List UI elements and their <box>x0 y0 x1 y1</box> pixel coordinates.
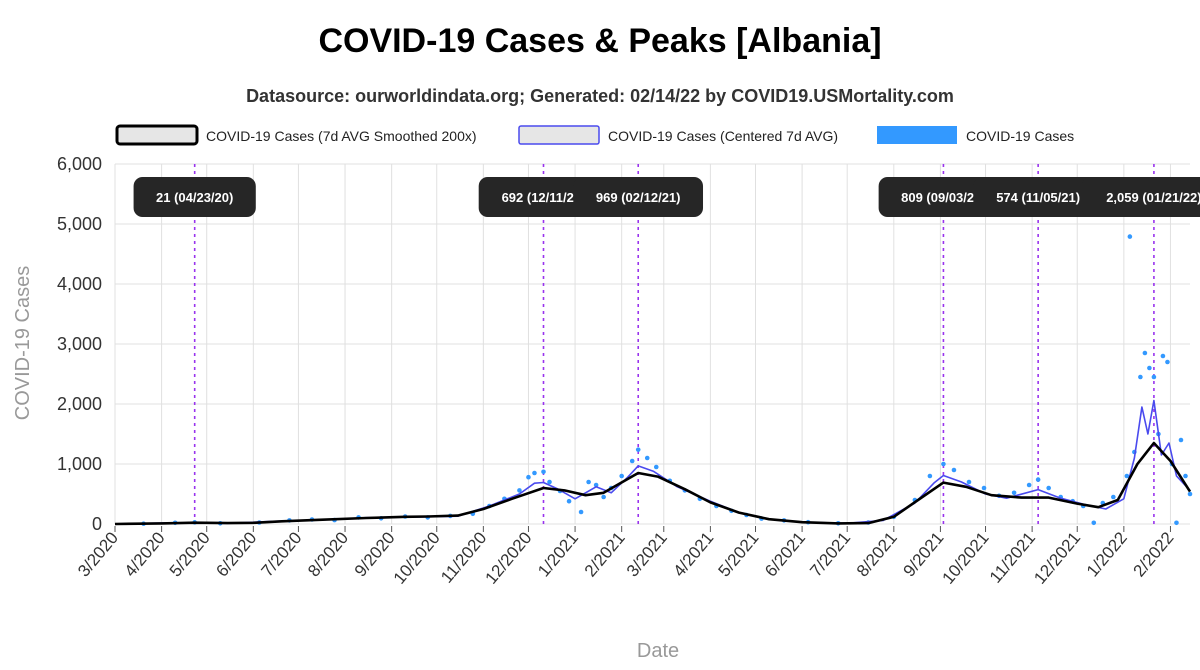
legend: COVID-19 Cases (7d AVG Smoothed 200x) CO… <box>115 124 1074 146</box>
cases-point <box>532 470 537 476</box>
cases-point <box>941 461 946 467</box>
cases-point <box>1026 482 1032 488</box>
cases-point <box>541 469 546 475</box>
peak-label-text: 809 (09/03/21) <box>901 190 986 205</box>
peak-label-text: 2,059 (01/21/22) <box>1106 190 1200 205</box>
cases-point <box>951 467 957 473</box>
legend-label-cases: COVID-19 Cases <box>966 128 1074 144</box>
y-tick-label: 5,000 <box>57 214 102 234</box>
cases-point <box>927 473 933 479</box>
cases-point <box>1165 359 1170 365</box>
peak-label-box <box>973 177 1103 217</box>
cases-point <box>547 479 552 485</box>
cases-point <box>566 498 572 504</box>
peak-label-text: 574 (11/05/21) <box>996 190 1080 205</box>
legend-swatch-cases <box>877 126 957 144</box>
x-tick-label: 6/2020 <box>212 528 260 580</box>
cases-point <box>1187 491 1193 497</box>
cases-point <box>1174 520 1179 526</box>
cases-point <box>517 488 522 493</box>
cases-point <box>1127 234 1133 239</box>
x-tick-label: 10/2021 <box>939 528 993 587</box>
x-tick-label: 5/2021 <box>715 528 763 580</box>
x-tick-label: 7/2020 <box>258 528 306 580</box>
legend-label-centered: COVID-19 Cases (Centered 7d AVG) <box>608 128 838 144</box>
x-tick-label: 1/2021 <box>534 528 582 580</box>
gridlines <box>114 163 1190 525</box>
cases-point <box>1035 477 1041 482</box>
y-tick-label: 2,000 <box>57 394 102 414</box>
peak-label-box <box>133 177 256 217</box>
legend-swatch-smoothed <box>115 124 199 146</box>
cases-point <box>1111 494 1116 500</box>
cases-point <box>981 485 987 491</box>
cases-point <box>1091 520 1097 526</box>
peak-labels: 21 (04/23/20) 692 (12/11/20) 969 (02/12/21… <box>133 177 1200 217</box>
cases-point <box>653 464 659 470</box>
legend-swatch-centered <box>518 125 600 145</box>
cases-point <box>593 482 599 488</box>
cases-point <box>966 479 972 485</box>
peak-label-box <box>1081 177 1200 217</box>
cases-point <box>1142 350 1148 356</box>
cases-point <box>601 494 606 500</box>
y-axis-ticks: 0 1,000 2,000 3,000 4,000 5,000 6,000 <box>57 154 102 534</box>
x-tick-label: 7/2021 <box>806 528 854 580</box>
peak-label-text: 969 (02/12/21) <box>596 190 681 205</box>
x-tick-label: 11/2020 <box>437 528 490 586</box>
cases-point <box>1160 353 1166 359</box>
smoothed-series-line <box>114 441 1192 526</box>
cases-point <box>1011 490 1017 496</box>
x-tick-label: 4/2020 <box>121 528 169 580</box>
cases-point <box>1151 374 1157 380</box>
centered-line <box>114 399 1191 525</box>
y-axis-title: COVID-19 Cases <box>12 266 34 421</box>
peak-label-text: 692 (12/11/20) <box>502 190 586 205</box>
x-axis-title: Date <box>637 640 679 662</box>
y-tick-label: 6,000 <box>57 154 102 174</box>
y-tick-label: 3,000 <box>57 334 102 354</box>
chart-title: COVID-19 Cases & Peaks [Albania] <box>318 22 882 60</box>
y-tick-label: 4,000 <box>57 274 102 294</box>
peak-label-box <box>573 177 704 217</box>
x-tick-label: 1/2022 <box>1083 528 1131 580</box>
x-tick-label: 3/2021 <box>623 528 671 580</box>
cases-point <box>526 474 531 480</box>
cases-point <box>1147 365 1152 371</box>
chart-subtitle: Datasource: ourworldindata.org; Generate… <box>246 86 954 106</box>
x-tick-label: 2/2022 <box>1130 528 1178 580</box>
cases-point <box>578 509 584 515</box>
x-tick-label: 5/2020 <box>166 528 214 580</box>
x-tick-label: 3/2020 <box>74 528 122 580</box>
cases-point <box>586 479 591 485</box>
y-tick-label: 0 <box>92 514 102 534</box>
x-tick-label: 6/2021 <box>761 528 809 580</box>
cases-point <box>635 447 641 452</box>
x-axis-ticks: 3/20204/20205/20206/20207/20208/20209/20… <box>74 526 1178 588</box>
x-tick-label: 12/2020 <box>481 528 535 587</box>
x-tick-label: 4/2021 <box>669 528 717 580</box>
x-tick-label: 8/2020 <box>304 528 352 580</box>
cases-point <box>619 473 624 479</box>
cases-point <box>1178 437 1184 443</box>
centered-series-line <box>114 399 1191 525</box>
x-tick-label: 2/2021 <box>581 528 629 580</box>
cases-point <box>1046 485 1051 491</box>
x-tick-label: 10/2020 <box>390 528 444 587</box>
x-tick-label: 12/2021 <box>1030 528 1084 587</box>
legend-label-smoothed: COVID-19 Cases (7d AVG Smoothed 200x) <box>206 128 477 144</box>
cases-point <box>1138 374 1143 380</box>
cases-point <box>629 458 635 464</box>
smoothed-line <box>114 441 1192 526</box>
cases-point <box>1124 473 1130 479</box>
peak-label-text: 21 (04/23/20) <box>156 190 233 205</box>
y-tick-label: 1,000 <box>57 454 102 474</box>
cases-point <box>1183 473 1188 479</box>
x-tick-label: 11/2021 <box>986 528 1039 586</box>
x-tick-label: 8/2021 <box>853 528 901 580</box>
cases-point <box>644 455 650 461</box>
